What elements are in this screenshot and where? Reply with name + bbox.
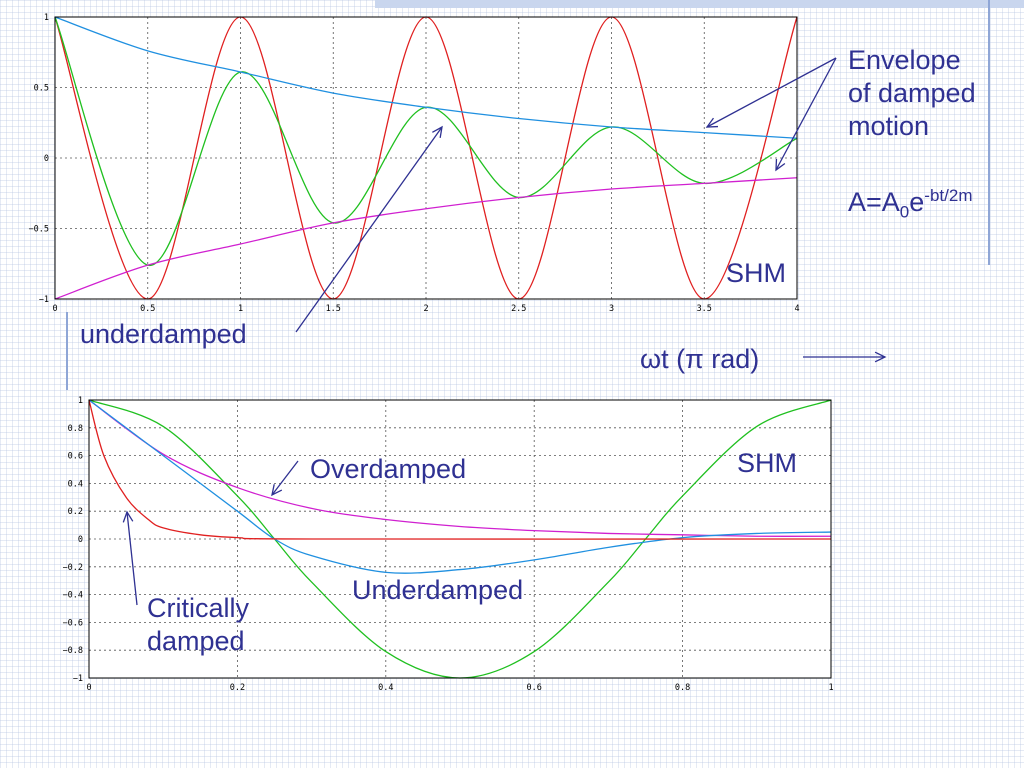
shm-label-top: SHM	[726, 258, 786, 288]
x-tick-label: 3.5	[697, 304, 712, 314]
y-tick-label: 0.8	[68, 424, 83, 434]
envelope-label-line1: Envelope	[848, 45, 961, 75]
underdamped-label-bottom: Underdamped	[352, 575, 524, 605]
x-tick-label: 1.5	[326, 304, 341, 314]
y-tick-label: 0.2	[68, 507, 83, 517]
overdamped-arrow	[271, 460, 299, 496]
x-tick-label: 0.2	[230, 683, 245, 693]
plot-frame-bottom	[88, 399, 832, 679]
y-tick-label: 0.4	[68, 479, 83, 489]
x-tick-label: 3	[609, 304, 614, 314]
x-tick-label: 0.5	[140, 304, 155, 314]
series-line-bottom-1	[88, 399, 832, 537]
y-tick-label: −0.5	[29, 225, 49, 235]
underdamped-label-top: underdamped	[80, 319, 247, 349]
x-tick-label: 0.4	[378, 683, 393, 693]
x-tick-label: 4	[794, 304, 799, 314]
x-tick-label: 1	[238, 304, 243, 314]
divider-rule-right	[988, 0, 990, 265]
x-axis-label: ωt (π rad)	[640, 344, 760, 374]
x-tick-label: 2.5	[511, 304, 526, 314]
formula-subscript: 0	[899, 202, 910, 222]
y-tick-label: 0	[78, 535, 83, 545]
underdamped-arrow-top-head	[432, 125, 443, 138]
y-tick-label: 0.6	[68, 452, 83, 462]
critically-damped-label: Critically damped	[147, 592, 249, 658]
envelope-formula: A=A0e-bt/2m	[848, 186, 972, 223]
divider-rule-left	[66, 312, 68, 390]
y-tick-label: −0.8	[63, 646, 83, 656]
envelope-arrow-upper-head	[705, 117, 719, 128]
y-tick-label: −0.6	[63, 618, 83, 628]
x-tick-label: 0.8	[675, 683, 690, 693]
critically-label-line1: Critically	[147, 593, 250, 623]
envelope-arrow-lower-head	[775, 158, 786, 172]
critically-damped-arrow-head	[122, 510, 134, 523]
envelope-label-line3: motion	[848, 111, 930, 141]
envelope-label: Envelope of damped motion	[848, 44, 976, 143]
x-axis-arrow-head	[874, 351, 887, 363]
series-line-top-2	[54, 16, 798, 139]
x-tick-label: 0.6	[527, 683, 542, 693]
formula-e: e	[909, 187, 925, 217]
shm-label-bottom: SHM	[737, 448, 797, 478]
series-line-top-3	[54, 177, 798, 300]
x-tick-label: 1	[828, 683, 833, 693]
x-tick-label: 2	[423, 304, 428, 314]
y-tick-label: −0.2	[63, 563, 83, 573]
plot-frame-top	[54, 16, 798, 300]
envelope-label-line2: of damped	[848, 78, 976, 108]
envelope-arrow-lower	[775, 57, 837, 171]
header-band	[375, 0, 1024, 8]
formula-base: A=A	[848, 187, 900, 217]
series-line-bottom-2	[88, 399, 832, 574]
formula-superscript: -bt/2m	[924, 186, 973, 205]
y-tick-label: 1	[78, 396, 83, 406]
y-tick-label: 0.5	[34, 84, 49, 94]
envelope-arrow-upper	[706, 57, 837, 128]
x-tick-label: 0	[52, 304, 57, 314]
series-line-top-1	[54, 16, 798, 266]
overdamped-arrow-head	[271, 484, 283, 497]
x-tick-label: 0	[86, 683, 91, 693]
y-tick-label: −1	[39, 295, 49, 305]
overdamped-label: Overdamped	[310, 454, 467, 484]
underdamped-arrow-top	[295, 126, 443, 333]
series-line-bottom-3	[88, 399, 832, 540]
y-tick-label: 1	[44, 13, 49, 23]
y-tick-label: −1	[73, 674, 83, 684]
y-tick-label: −0.4	[63, 591, 83, 601]
critically-damped-arrow	[126, 511, 138, 606]
y-tick-label: 0	[44, 154, 49, 164]
critically-label-line2: damped	[147, 626, 245, 656]
